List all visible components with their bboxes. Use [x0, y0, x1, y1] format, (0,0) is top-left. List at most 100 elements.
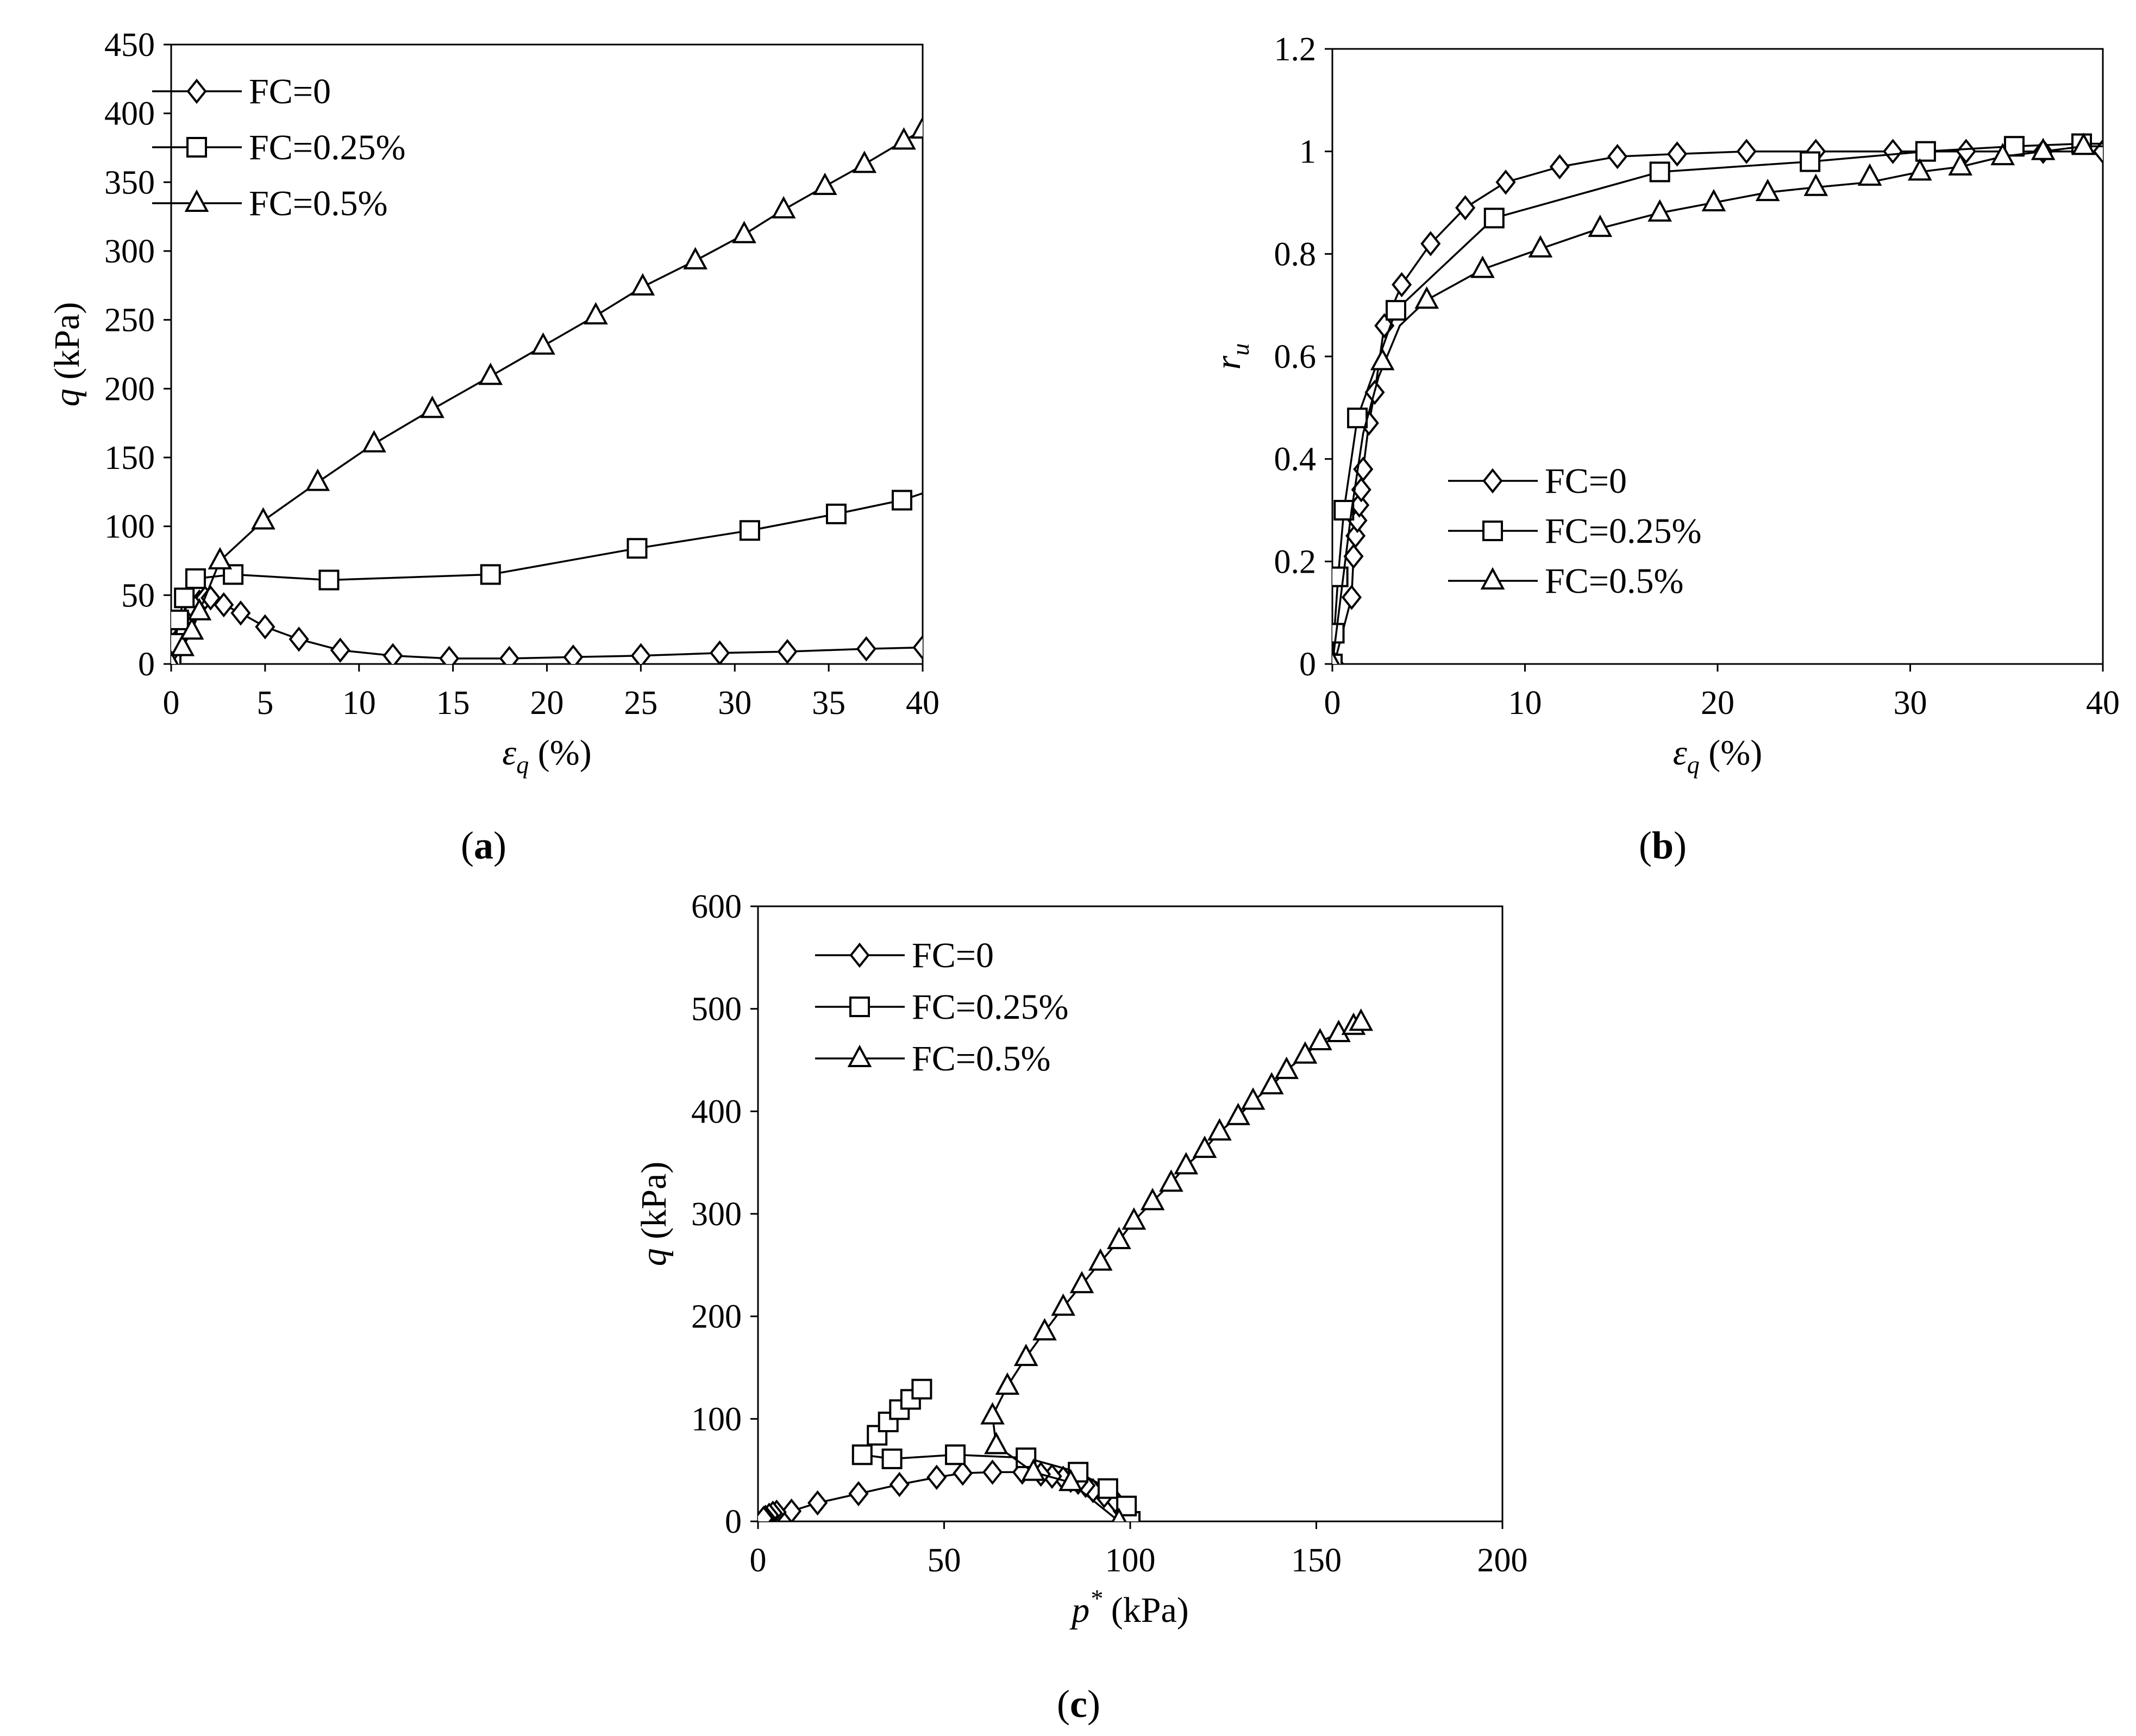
y-tick-label: 0.6	[1274, 339, 1317, 375]
y-tick-label: 1.2	[1274, 31, 1317, 68]
legend-marker-square	[849, 997, 870, 1017]
y-axis-label-symbol: q	[634, 1248, 674, 1266]
x-tick-label: 20	[1701, 685, 1734, 722]
x-tick-label: 40	[906, 685, 939, 722]
panel-label: (a)	[461, 824, 506, 867]
data-point-triangle	[531, 332, 555, 355]
data-point-diamond	[982, 1459, 1003, 1485]
data-point-triangle	[1111, 1507, 1127, 1521]
data-point-diamond	[889, 1471, 910, 1497]
data-point-triangle	[420, 396, 444, 418]
data-point-triangle	[1648, 199, 1673, 222]
y-axis-label: q (kPa)	[47, 302, 87, 406]
data-point-diamond	[630, 643, 651, 664]
data-point-square	[1915, 141, 1936, 162]
data-point-triangle	[1021, 1458, 1046, 1481]
data-point-triangle	[1140, 1188, 1165, 1211]
x-tick-label: 20	[530, 685, 564, 722]
data-point-triangle	[2031, 137, 2056, 160]
data-point-triangle	[1058, 1469, 1083, 1491]
data-point-diamond	[1343, 543, 1364, 569]
data-point-square	[1800, 151, 1821, 172]
legend-label: FC=0	[1545, 461, 1627, 501]
y-tick-label: 200	[691, 1299, 742, 1336]
legend-marker-triangle	[847, 1044, 872, 1067]
panel-label-open: (	[1639, 824, 1652, 867]
plot-area	[171, 116, 923, 664]
data-point-square	[1649, 161, 1670, 183]
legend-label: FC=0.25%	[1545, 511, 1701, 551]
legend: FC=0 FC=0.25% FC=0.5%	[152, 72, 405, 223]
series-square	[851, 1378, 1141, 1521]
data-point-diamond	[710, 640, 730, 664]
data-point-triangle	[771, 196, 796, 218]
data-point-triangle	[1803, 173, 1828, 196]
data-point-triangle	[1349, 1008, 1374, 1031]
x-axis-label: εq (%)	[502, 733, 591, 779]
x-axis-label-unit: (%)	[529, 733, 591, 773]
y-tick-label: 0	[725, 1503, 742, 1540]
y-tick-label: 400	[691, 1093, 742, 1130]
x-tick-label: 200	[1477, 1542, 1528, 1579]
panel-label-open: (	[461, 824, 474, 867]
data-point-triangle	[1755, 178, 1780, 202]
x-axis-label-symbol: p	[1069, 1590, 1089, 1630]
y-tick-label: 250	[104, 302, 155, 339]
x-axis-label-unit: (kPa)	[1102, 1590, 1188, 1630]
x-tick-label: 15	[436, 685, 470, 722]
legend-marker-square	[1482, 521, 1503, 541]
y-tick-label: 200	[104, 371, 155, 408]
legend-label: FC=0.5%	[249, 184, 387, 223]
data-point-triangle	[995, 1372, 1020, 1395]
x-tick-label: 150	[1291, 1542, 1342, 1579]
legend-label: FC=0.25%	[912, 987, 1068, 1027]
data-point-triangle	[1122, 1207, 1147, 1230]
y-axis-label-unit: (kPa)	[47, 302, 87, 388]
data-point-triangle	[1990, 142, 2015, 166]
data-point-diamond	[848, 1481, 869, 1507]
data-point-diamond	[1667, 141, 1688, 167]
y-tick-label: 0.2	[1274, 543, 1317, 580]
data-point-diamond	[255, 614, 275, 640]
y-tick-label: 500	[691, 991, 742, 1028]
y-tick-label: 0.8	[1274, 236, 1317, 273]
data-point-diamond	[1883, 139, 1903, 164]
plot-area	[1332, 133, 2103, 664]
data-point-square	[2003, 136, 2025, 157]
y-tick-label: 300	[691, 1196, 742, 1233]
data-point-square	[1097, 1478, 1118, 1499]
data-point-triangle	[1013, 1343, 1038, 1367]
data-point-square	[185, 568, 206, 589]
data-point-square	[480, 564, 501, 585]
data-point-diamond	[781, 1498, 802, 1521]
data-point-diamond	[330, 637, 350, 663]
data-point-triangle	[1307, 1027, 1332, 1051]
data-point-triangle	[2071, 133, 2096, 155]
y-axis-label-sub: u	[1226, 343, 1254, 356]
data-point-triangle	[683, 247, 708, 270]
data-point-square	[945, 1444, 966, 1465]
data-point-diamond	[1736, 139, 1757, 164]
data-point-triangle	[892, 127, 916, 150]
legend-label: FC=0.5%	[1545, 561, 1683, 601]
data-point-square	[1347, 408, 1368, 429]
legend-marker-square	[186, 137, 207, 158]
data-point-triangle	[1332, 650, 1340, 664]
y-tick-label: 0	[1299, 646, 1316, 683]
x-tick-label: 0	[1324, 685, 1341, 722]
x-tick-label: 10	[342, 685, 376, 722]
data-point-triangle	[630, 273, 655, 296]
data-point-triangle	[1158, 1169, 1183, 1192]
x-tick-label: 100	[1105, 1542, 1156, 1579]
data-point-triangle	[1528, 235, 1553, 258]
data-point-diamond	[1341, 585, 1362, 610]
data-point-square	[627, 538, 648, 559]
data-point-diamond	[1495, 170, 1516, 195]
data-point-triangle	[1207, 1118, 1232, 1141]
data-point-triangle	[1470, 255, 1495, 278]
data-point-diamond	[230, 600, 251, 626]
x-axis-label: εq (%)	[1673, 733, 1762, 779]
data-point-triangle	[1293, 1041, 1318, 1064]
data-point-diamond	[383, 643, 403, 664]
